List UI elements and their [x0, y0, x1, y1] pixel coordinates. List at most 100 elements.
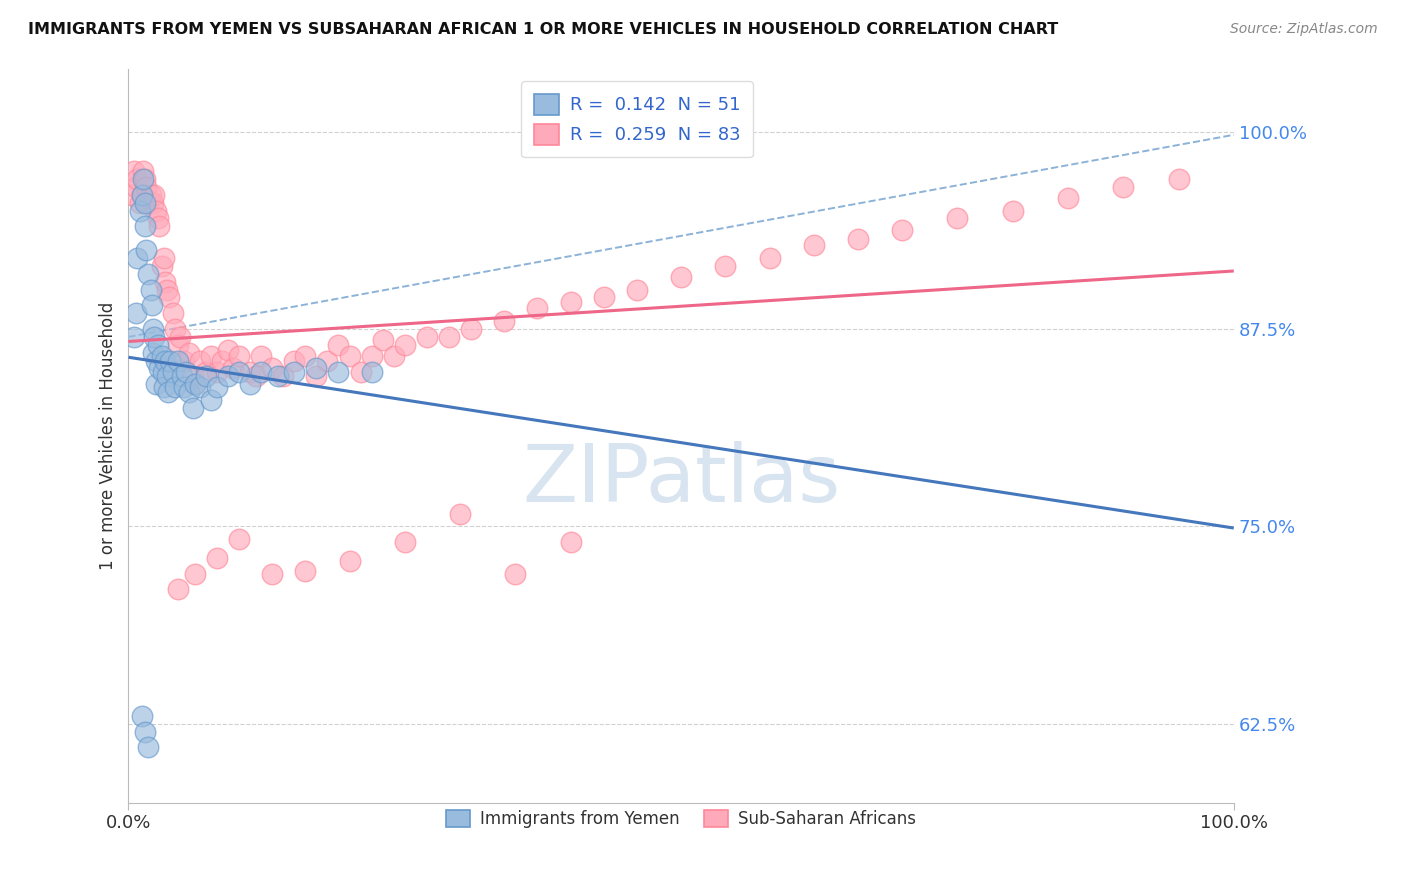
Point — [205, 380, 228, 394]
Point — [125, 180, 148, 194]
Point — [127, 251, 149, 265]
Point — [157, 290, 180, 304]
Point — [173, 380, 195, 394]
Point — [560, 535, 582, 549]
Point — [138, 740, 160, 755]
Point — [1112, 180, 1135, 194]
Point — [167, 353, 190, 368]
Point — [669, 269, 692, 284]
Point — [131, 187, 153, 202]
Point — [360, 349, 382, 363]
Point — [145, 203, 167, 218]
Point — [250, 365, 273, 379]
Point — [152, 365, 174, 379]
Point — [156, 283, 179, 297]
Point — [131, 187, 153, 202]
Point — [156, 369, 179, 384]
Point — [142, 322, 165, 336]
Point — [181, 369, 204, 384]
Point — [167, 338, 190, 352]
Point — [142, 330, 165, 344]
Point — [153, 275, 176, 289]
Point — [328, 365, 350, 379]
Point — [211, 353, 233, 368]
Point — [714, 259, 737, 273]
Point — [169, 330, 191, 344]
Point — [1001, 203, 1024, 218]
Point — [245, 369, 267, 384]
Point — [305, 369, 328, 384]
Point — [239, 377, 262, 392]
Point — [946, 211, 969, 226]
Point — [127, 172, 149, 186]
Point — [194, 365, 217, 379]
Point — [360, 365, 382, 379]
Point — [148, 338, 170, 352]
Point — [205, 550, 228, 565]
Point — [262, 361, 284, 376]
Point — [132, 164, 155, 178]
Point — [179, 345, 201, 359]
Point — [1167, 172, 1189, 186]
Point — [239, 365, 262, 379]
Point — [131, 708, 153, 723]
Point — [349, 365, 371, 379]
Point — [560, 295, 582, 310]
Point — [526, 301, 548, 316]
Point — [626, 283, 648, 297]
Point — [283, 365, 305, 379]
Point — [394, 338, 416, 352]
Point — [846, 232, 869, 246]
Point — [228, 349, 250, 363]
Point — [148, 361, 170, 376]
Legend: Immigrants from Yemen, Sub-Saharan Africans: Immigrants from Yemen, Sub-Saharan Afric… — [440, 803, 922, 835]
Point — [449, 507, 471, 521]
Point — [181, 401, 204, 415]
Point — [505, 566, 527, 581]
Point — [803, 238, 825, 252]
Point — [184, 377, 207, 392]
Point — [134, 172, 156, 186]
Point — [184, 377, 207, 392]
Point — [162, 365, 184, 379]
Point — [145, 377, 167, 392]
Point — [184, 566, 207, 581]
Point — [339, 349, 361, 363]
Point — [145, 353, 167, 368]
Point — [139, 187, 162, 202]
Point — [592, 290, 614, 304]
Point — [138, 267, 160, 281]
Point — [1057, 191, 1080, 205]
Point — [153, 353, 176, 368]
Point — [305, 361, 328, 376]
Point — [262, 566, 284, 581]
Point — [328, 338, 350, 352]
Point — [153, 380, 176, 394]
Point — [283, 353, 305, 368]
Point — [416, 330, 439, 344]
Point — [188, 380, 211, 394]
Point — [394, 535, 416, 549]
Point — [134, 195, 156, 210]
Text: IMMIGRANTS FROM YEMEN VS SUBSAHARAN AFRICAN 1 OR MORE VEHICLES IN HOUSEHOLD CORR: IMMIGRANTS FROM YEMEN VS SUBSAHARAN AFRI… — [28, 22, 1059, 37]
Point — [153, 251, 176, 265]
Point — [179, 385, 201, 400]
Point — [494, 314, 516, 328]
Point — [148, 211, 170, 226]
Point — [170, 369, 193, 384]
Point — [138, 195, 160, 210]
Point — [174, 365, 197, 379]
Point — [150, 259, 173, 273]
Point — [125, 306, 148, 320]
Point — [134, 219, 156, 234]
Text: ZIPatlas: ZIPatlas — [522, 441, 841, 518]
Point — [162, 306, 184, 320]
Y-axis label: 1 or more Vehicles in Household: 1 or more Vehicles in Household — [100, 301, 117, 570]
Point — [135, 180, 157, 194]
Point — [228, 365, 250, 379]
Point — [382, 349, 405, 363]
Text: Source: ZipAtlas.com: Source: ZipAtlas.com — [1230, 22, 1378, 37]
Point — [163, 380, 186, 394]
Point — [200, 349, 222, 363]
Point — [267, 369, 290, 384]
